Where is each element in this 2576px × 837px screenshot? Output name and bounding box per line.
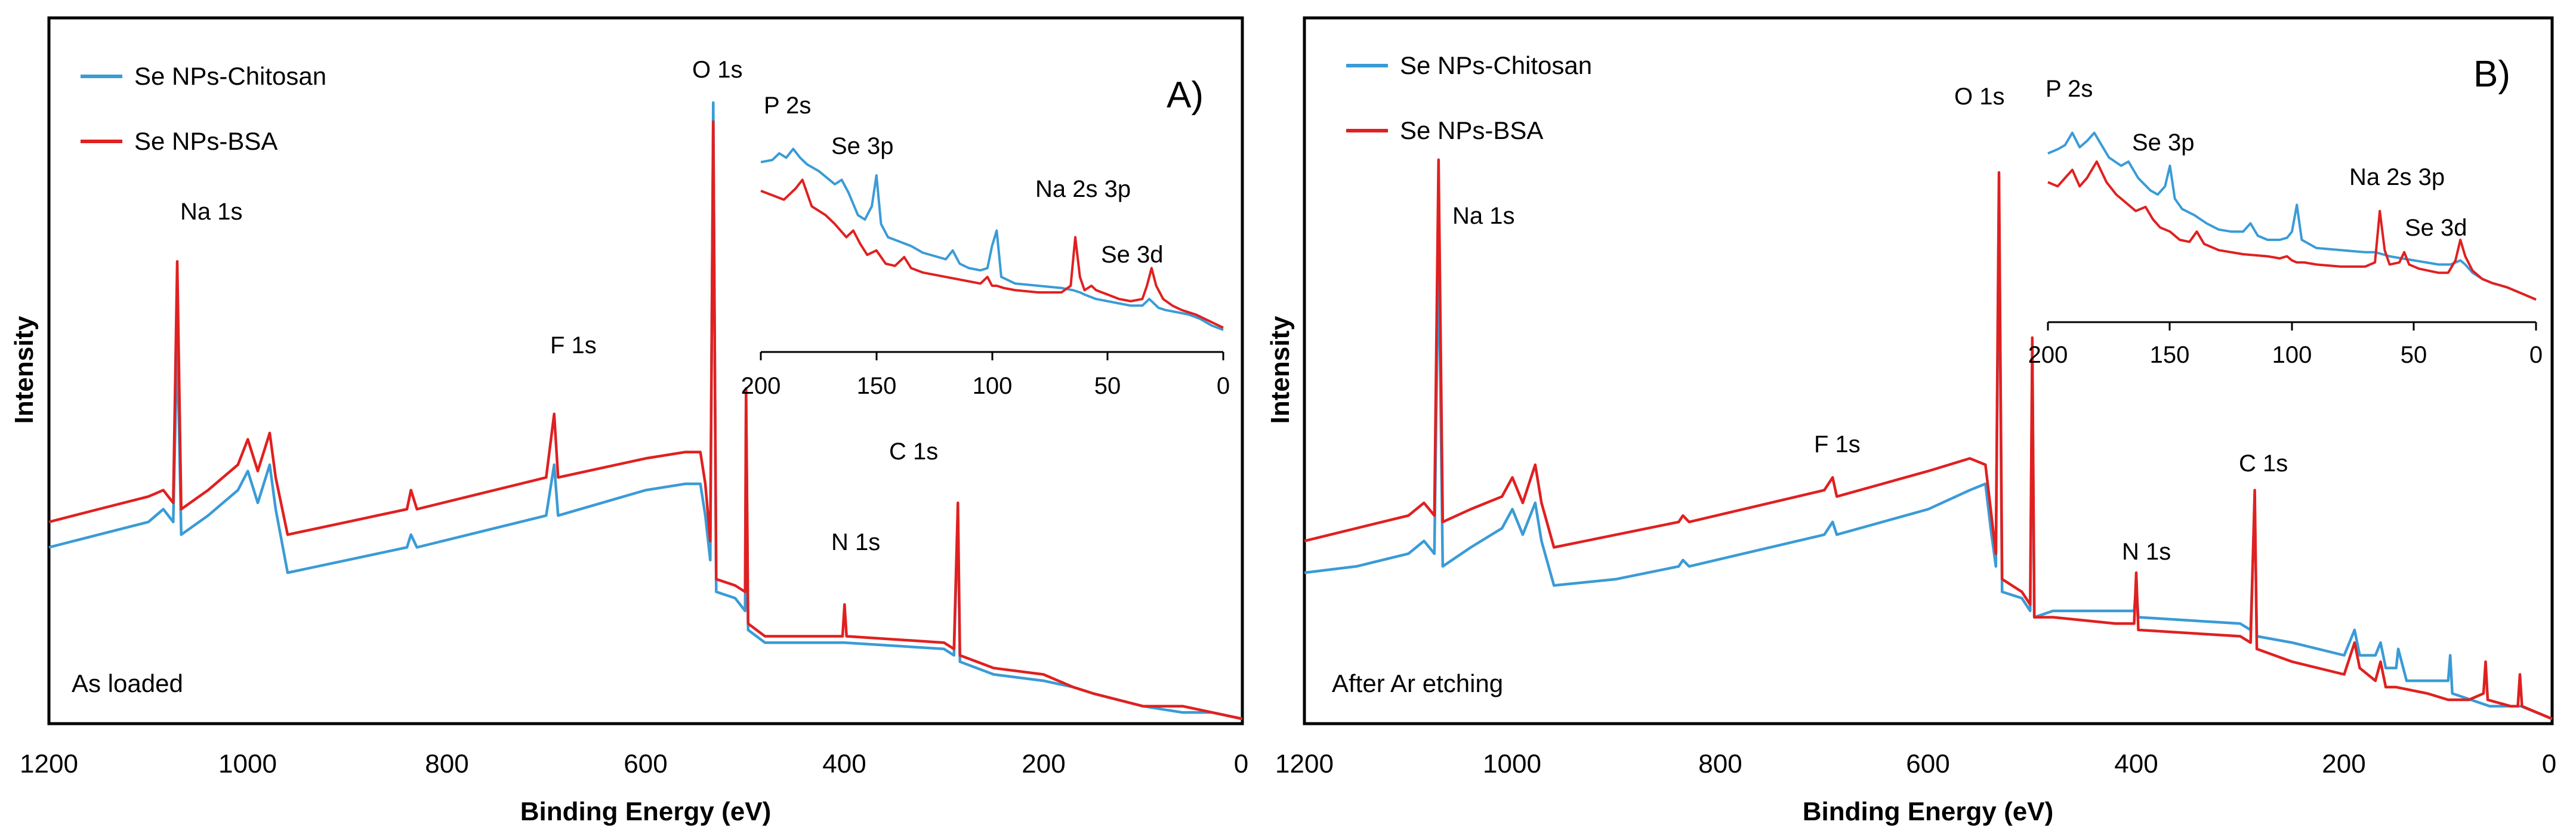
- panel-b-main-plot: [1304, 158, 2553, 721]
- inset-peak-label-na2s3p: Na 2s 3p: [2349, 164, 2445, 190]
- inset-series-line-bsa: [2047, 160, 2537, 301]
- inset-tick-label: 150: [857, 373, 897, 399]
- peak-label-na1s: Na 1s: [180, 199, 243, 225]
- legend-label-chitosan: Se NPs-Chitosan: [134, 62, 326, 90]
- series-line-chitosan: [1304, 190, 2553, 721]
- inset-peak-label-p2s: P 2s: [2046, 76, 2093, 102]
- inset-peak-label-se3d: Se 3d: [2405, 215, 2467, 241]
- peak-label-o1s: O 1s: [1954, 84, 2004, 110]
- x-tick-label: 0: [2542, 749, 2556, 779]
- panel-b-xlabel: Binding Energy (eV): [1803, 797, 2053, 826]
- peak-label-na1s: Na 1s: [1452, 203, 1515, 229]
- inset-tick-label: 0: [2529, 342, 2543, 368]
- panel-a-inset: 200 150 100 50 0 P 2s Se 3p Na 2s 3p Se …: [741, 92, 1230, 399]
- panel-a-condition: As loaded: [72, 669, 183, 697]
- legend-label-chitosan: Se NPs-Chitosan: [1400, 51, 1592, 79]
- series-line-bsa: [48, 120, 1243, 721]
- x-tick-label: 0: [1234, 749, 1248, 779]
- inset-tick-label: 100: [2272, 342, 2312, 368]
- inset-peak-label-se3p: Se 3p: [831, 133, 894, 159]
- panel-a: Intensity Binding Energy (eV) A) As load…: [10, 16, 1248, 826]
- inset-tick-label: 50: [2401, 342, 2427, 368]
- panel-b-tag: B): [2473, 54, 2510, 95]
- panel-b-xticks: 1200 1000 800 600 400 200 0: [1275, 749, 2556, 779]
- panel-b-condition: After Ar etching: [1332, 669, 1503, 697]
- inset-peak-label-p2s: P 2s: [764, 92, 811, 119]
- x-tick-label: 400: [822, 749, 866, 779]
- peak-label-c1s: C 1s: [2239, 450, 2288, 477]
- x-tick-label: 800: [425, 749, 468, 779]
- inset-peak-label-na2s3p: Na 2s 3p: [1035, 176, 1131, 202]
- x-tick-label: 1000: [1483, 749, 1541, 779]
- peak-label-c1s: C 1s: [889, 438, 938, 465]
- panel-a-main-plot: [48, 101, 1243, 721]
- inset-peak-label-se3p: Se 3p: [2132, 129, 2195, 156]
- panel-a-tag: A): [1167, 75, 1204, 116]
- panel-a-frame: [47, 16, 1244, 725]
- peak-label-n1s: N 1s: [831, 529, 880, 555]
- inset-tick-label: 0: [1217, 373, 1230, 399]
- inset-series-line-bsa: [760, 178, 1224, 329]
- panel-a-ylabel: Intensity: [10, 316, 39, 424]
- x-tick-label: 800: [1698, 749, 1742, 779]
- x-tick-label: 200: [2322, 749, 2365, 779]
- panel-b-peak-labels: Na 1s F 1s O 1s N 1s C 1s: [1452, 84, 2288, 565]
- peak-label-o1s: O 1s: [692, 57, 742, 83]
- inset-tick-label: 50: [1094, 373, 1121, 399]
- series-line-chitosan: [48, 101, 1243, 721]
- peak-label-f1s: F 1s: [550, 332, 597, 359]
- inset-series-line-chitosan: [760, 147, 1224, 331]
- x-tick-label: 200: [1022, 749, 1065, 779]
- panel-a-peak-labels: Na 1s F 1s O 1s N 1s C 1s: [180, 57, 938, 555]
- x-tick-label: 400: [2114, 749, 2158, 779]
- x-tick-label: 1000: [218, 749, 277, 779]
- inset-tick-label: 100: [973, 373, 1013, 399]
- x-tick-label: 600: [624, 749, 667, 779]
- panel-b-frame: [1303, 16, 2554, 725]
- series-line-bsa: [1304, 158, 2553, 721]
- legend-label-bsa: Se NPs-BSA: [1400, 116, 1543, 144]
- x-tick-label: 600: [1906, 749, 1949, 779]
- panel-b-ylabel: Intensity: [1266, 316, 1295, 424]
- inset-peak-label-se3d: Se 3d: [1101, 242, 1164, 268]
- x-tick-label: 1200: [20, 749, 78, 779]
- inset-tick-label: 150: [2150, 342, 2190, 368]
- legend-label-bsa: Se NPs-BSA: [134, 127, 277, 155]
- peak-label-f1s: F 1s: [1814, 431, 1861, 458]
- peak-label-n1s: N 1s: [2122, 539, 2171, 565]
- inset-tick-label: 200: [741, 373, 781, 399]
- panel-a-legend: Se NPs-Chitosan Se NPs-BSA: [81, 62, 326, 155]
- panel-a-xticks: 1200 1000 800 600 400 200 0: [20, 749, 1248, 779]
- x-tick-label: 1200: [1275, 749, 1334, 779]
- panel-b-legend: Se NPs-Chitosan Se NPs-BSA: [1346, 51, 1592, 144]
- panel-a-xlabel: Binding Energy (eV): [520, 797, 771, 826]
- panel-b: Intensity Binding Energy (eV) B) After A…: [1266, 16, 2556, 826]
- panel-b-inset: 200 150 100 50 0 P 2s Se 3p Na 2s 3p Se …: [2028, 76, 2543, 368]
- inset-tick-label: 200: [2028, 342, 2068, 368]
- inset-series-line-chitosan: [2047, 131, 2537, 301]
